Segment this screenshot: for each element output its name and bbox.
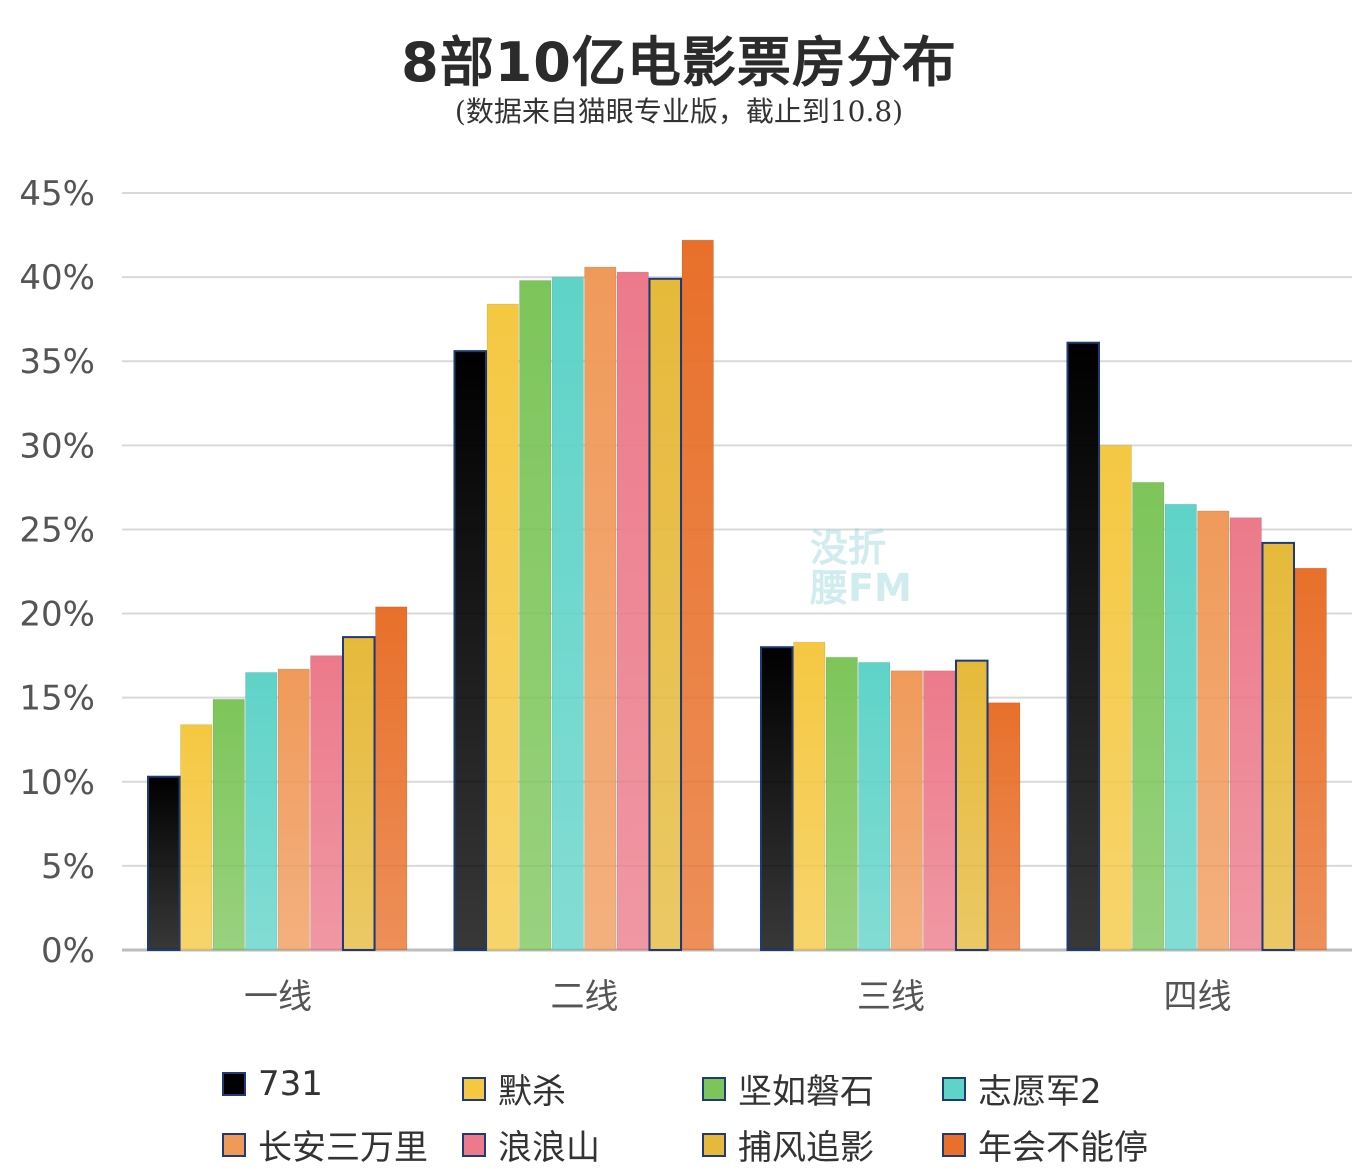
y-tick-label: 20% xyxy=(19,595,95,635)
legend-swatch xyxy=(702,1132,726,1157)
bar-731-四线 xyxy=(1066,341,1100,951)
bar-731-二线 xyxy=(453,350,487,951)
bar-志愿军2-二线 xyxy=(551,276,584,951)
legend-label: 默杀 xyxy=(498,1072,566,1112)
bar-捕风追影-四线 xyxy=(1261,541,1295,951)
chart-title: 8部10亿电影票房分布 xyxy=(401,31,957,94)
legend-swatch xyxy=(942,1132,966,1157)
x-category-label: 三线 xyxy=(857,977,925,1017)
bar-默杀-一线 xyxy=(180,724,213,951)
bar-长安三万里-二线 xyxy=(584,266,617,951)
y-tick-label: 5% xyxy=(41,847,95,887)
bar-坚如磐石-三线 xyxy=(825,656,858,951)
legend-label: 731 xyxy=(258,1064,323,1104)
bar-默杀-四线 xyxy=(1099,444,1132,951)
legend-item: 浪浪山 xyxy=(462,1120,600,1169)
bar-年会不能停-三线 xyxy=(988,702,1021,951)
bar-坚如磐石-四线 xyxy=(1132,481,1165,951)
bar-默杀-二线 xyxy=(486,303,519,951)
bar-志愿军2-四线 xyxy=(1164,503,1197,951)
bar-志愿军2-一线 xyxy=(245,671,278,951)
legend-item: 年会不能停 xyxy=(942,1120,1148,1169)
legend-label: 年会不能停 xyxy=(978,1128,1148,1168)
bar-坚如磐石-一线 xyxy=(212,698,245,951)
bar-731-一线 xyxy=(147,775,181,952)
legend-label: 坚如磐石 xyxy=(738,1072,874,1112)
x-category-label: 四线 xyxy=(1164,977,1232,1017)
bar-浪浪山-二线 xyxy=(616,271,649,951)
x-category-label: 一线 xyxy=(244,977,312,1017)
bar-年会不能停-二线 xyxy=(681,239,714,951)
bar-志愿军2-三线 xyxy=(858,661,891,951)
bar-浪浪山-一线 xyxy=(310,655,343,951)
x-category-label: 二线 xyxy=(551,977,619,1017)
legend-swatch xyxy=(942,1076,966,1101)
legend-swatch xyxy=(462,1076,486,1101)
legend-item: 默杀 xyxy=(462,1064,566,1113)
y-tick-label: 35% xyxy=(19,342,95,382)
bar-长安三万里-四线 xyxy=(1197,510,1230,951)
bar-捕风追影-三线 xyxy=(955,659,989,951)
bar-年会不能停-四线 xyxy=(1294,567,1327,951)
y-tick-label: 40% xyxy=(19,258,95,298)
legend-item: 捕风追影 xyxy=(702,1120,874,1169)
bar-731-三线 xyxy=(760,646,794,951)
y-tick-label: 45% xyxy=(19,174,95,214)
legend-label: 捕风追影 xyxy=(738,1128,874,1168)
legend-swatch xyxy=(222,1072,246,1096)
bar-捕风追影-二线 xyxy=(648,277,682,951)
legend-label: 长安三万里 xyxy=(258,1128,428,1168)
bar-长安三万里-三线 xyxy=(890,670,923,951)
legend-swatch xyxy=(222,1132,246,1157)
bar-长安三万里-一线 xyxy=(277,668,310,951)
bar-捕风追影-一线 xyxy=(342,636,376,952)
legend-swatch xyxy=(702,1076,726,1101)
y-tick-label: 10% xyxy=(19,763,95,803)
legend-item: 长安三万里 xyxy=(222,1120,428,1169)
y-tick-label: 30% xyxy=(19,426,95,466)
legend-item: 坚如磐石 xyxy=(702,1064,874,1113)
legend-swatch xyxy=(462,1132,486,1157)
watermark-logo: 没折 腰FM xyxy=(810,526,912,610)
bar-默杀-三线 xyxy=(793,641,826,951)
legend-item: 志愿军2 xyxy=(942,1064,1102,1113)
bar-浪浪山-四线 xyxy=(1229,517,1262,951)
legend-label: 浪浪山 xyxy=(498,1128,600,1168)
bar-年会不能停-一线 xyxy=(375,606,408,951)
y-tick-label: 0% xyxy=(41,931,95,971)
y-tick-label: 15% xyxy=(19,679,95,719)
bar-坚如磐石-二线 xyxy=(519,279,552,951)
legend-label: 志愿军2 xyxy=(978,1072,1102,1112)
chart-subtitle: (数据来自猫眼专业版，截止到10.8) xyxy=(454,95,904,128)
y-tick-label: 25% xyxy=(19,510,95,550)
bar-浪浪山-三线 xyxy=(923,670,956,951)
legend-item: 731 xyxy=(222,1064,323,1104)
